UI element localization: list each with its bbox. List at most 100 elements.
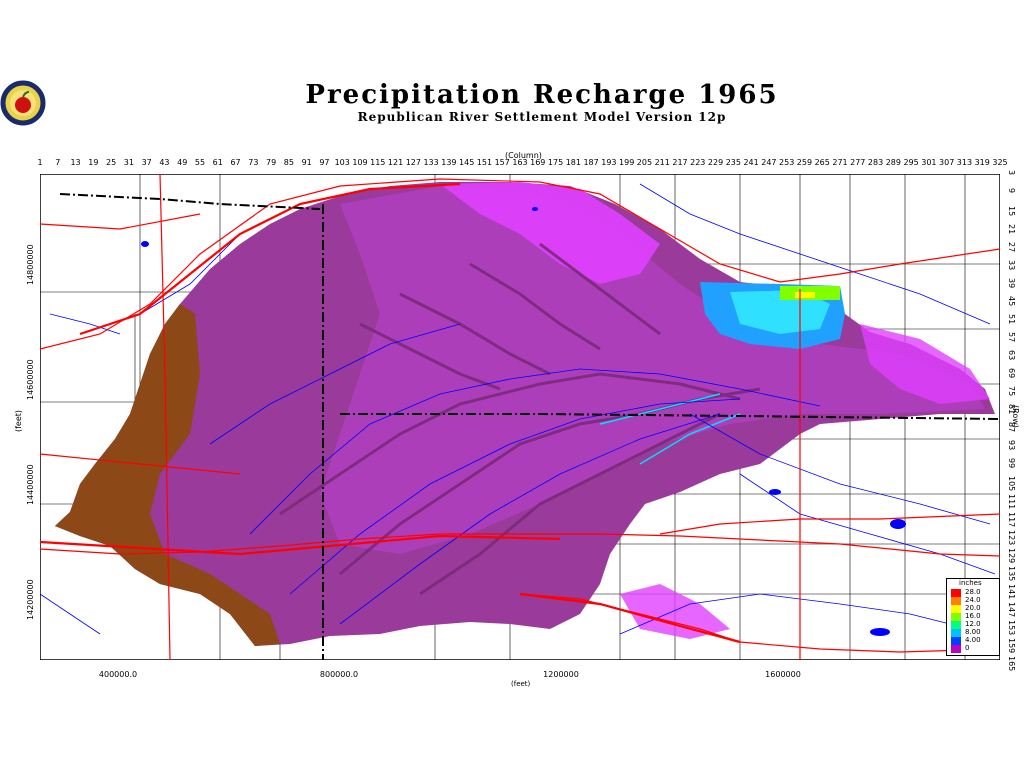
column-tick: 163 xyxy=(512,158,528,167)
row-tick: 57 xyxy=(1007,332,1016,343)
legend-value: 0 xyxy=(965,644,970,652)
y-tick: 14800000 xyxy=(26,244,35,285)
column-tick: 19 xyxy=(88,158,99,167)
high-recharge-zone-north xyxy=(440,182,660,284)
legend-value: 12.0 xyxy=(965,620,981,628)
row-tick: 99 xyxy=(1007,458,1016,469)
column-tick: 217 xyxy=(672,158,688,167)
column-tick: 301 xyxy=(921,158,937,167)
legend-item: 4.00 xyxy=(951,636,997,645)
column-tick: 199 xyxy=(619,158,635,167)
legend-value: 24.0 xyxy=(965,596,981,604)
recharge-map xyxy=(40,174,1000,660)
column-tick: 49 xyxy=(177,158,188,167)
row-tick: 159 xyxy=(1007,638,1016,654)
column-tick: 175 xyxy=(547,158,564,167)
column-tick: 205 xyxy=(636,158,653,167)
row-tick: 33 xyxy=(1007,260,1016,271)
column-tick: 325 xyxy=(992,158,1008,167)
legend-item: 12.0 xyxy=(951,620,997,629)
legend-swatch xyxy=(951,637,961,645)
legend-swatch xyxy=(951,629,961,637)
row-tick: 135 xyxy=(1007,566,1016,582)
row-tick: 21 xyxy=(1007,224,1016,235)
column-tick: 277 xyxy=(850,158,866,167)
y-tick: 14200000 xyxy=(26,579,35,620)
column-tick: 283 xyxy=(867,158,884,167)
legend-item: 24.0 xyxy=(951,596,997,605)
column-tick: 181 xyxy=(565,158,581,167)
legend-item: 16.0 xyxy=(951,612,997,621)
column-tick: 79 xyxy=(266,158,277,167)
row-tick: 93 xyxy=(1007,440,1016,451)
column-axis-label: (Column) xyxy=(505,151,542,160)
column-tick: 235 xyxy=(725,158,741,167)
y-tick: 14600000 xyxy=(26,359,35,400)
column-tick: 319 xyxy=(974,158,990,167)
legend-item: 20.0 xyxy=(951,604,997,613)
map-title: Precipitation Recharge 1965 xyxy=(305,80,779,110)
column-tick: 127 xyxy=(405,158,421,167)
column-tick: 229 xyxy=(707,158,724,167)
row-axis-label: (Row) xyxy=(1011,405,1020,428)
column-tick: 97 xyxy=(319,158,330,167)
roads xyxy=(40,174,1000,660)
column-tick: 307 xyxy=(939,158,955,167)
legend-swatch xyxy=(951,613,961,621)
column-tick: 109 xyxy=(352,158,368,167)
column-tick: 247 xyxy=(761,158,777,167)
column-tick: 289 xyxy=(885,158,901,167)
column-tick: 31 xyxy=(123,158,134,167)
legend-swatch xyxy=(951,605,961,613)
column-tick: 43 xyxy=(159,158,170,167)
column-tick: 91 xyxy=(301,158,312,167)
row-tick: 39 xyxy=(1007,278,1016,289)
legend-value: 28.0 xyxy=(965,588,981,596)
legend-swatch xyxy=(951,645,961,653)
high-recharge-channels xyxy=(599,393,741,465)
column-tick: 103 xyxy=(334,158,350,167)
column-tick: 7 xyxy=(55,158,61,167)
legend-value: 8.00 xyxy=(965,628,981,636)
x-tick: 400000.0 xyxy=(98,670,138,679)
rivers xyxy=(40,183,996,635)
row-tick: 105 xyxy=(1007,476,1016,492)
legend-value: 4.00 xyxy=(965,636,981,644)
column-tick: 157 xyxy=(494,158,510,167)
column-tick: 133 xyxy=(423,158,439,167)
column-tick: 187 xyxy=(583,158,599,167)
row-tick: 63 xyxy=(1007,350,1016,361)
column-tick-labels: 1 7 13 19 25 31 37 43 49 55 61 67 73 79 85 91 97 103 109 11… xyxy=(36,158,1008,172)
column-tick: 211 xyxy=(654,158,670,167)
row-tick: 75 xyxy=(1007,386,1016,397)
column-tick: 265 xyxy=(814,158,830,167)
row-tick: 129 xyxy=(1007,548,1016,564)
column-tick: 73 xyxy=(248,158,259,167)
mid-recharge-zone xyxy=(320,186,985,554)
column-tick: 55 xyxy=(194,158,206,167)
column-tick: 139 xyxy=(441,158,457,167)
row-tick: 141 xyxy=(1007,584,1016,600)
legend-swatch xyxy=(951,621,961,629)
x-tick: 800000.0 xyxy=(319,670,359,679)
column-tick: 271 xyxy=(832,158,848,167)
y-axis-label: (feet) xyxy=(14,409,23,432)
x-tick: 1600000 xyxy=(765,670,801,679)
column-tick: 67 xyxy=(230,158,241,167)
lakes xyxy=(141,207,906,636)
column-tick: 169 xyxy=(530,158,546,167)
column-tick: 259 xyxy=(796,158,813,167)
legend-swatch xyxy=(951,597,961,605)
row-tick: 117 xyxy=(1007,512,1016,528)
x-tick: 1200000 xyxy=(543,670,579,679)
column-tick: 121 xyxy=(387,158,404,167)
legend-item: 28.0 xyxy=(951,588,997,597)
column-tick: 313 xyxy=(956,158,973,167)
y-tick: 14400000 xyxy=(26,464,35,505)
row-tick: 123 xyxy=(1007,530,1016,546)
column-tick: 37 xyxy=(141,158,152,167)
x-axis-label: (feet) xyxy=(511,680,531,688)
legend-item: 8.00 xyxy=(951,628,997,637)
row-tick: 69 xyxy=(1007,368,1016,379)
map-subtitle: Republican River Settlement Model Versio… xyxy=(357,110,727,124)
